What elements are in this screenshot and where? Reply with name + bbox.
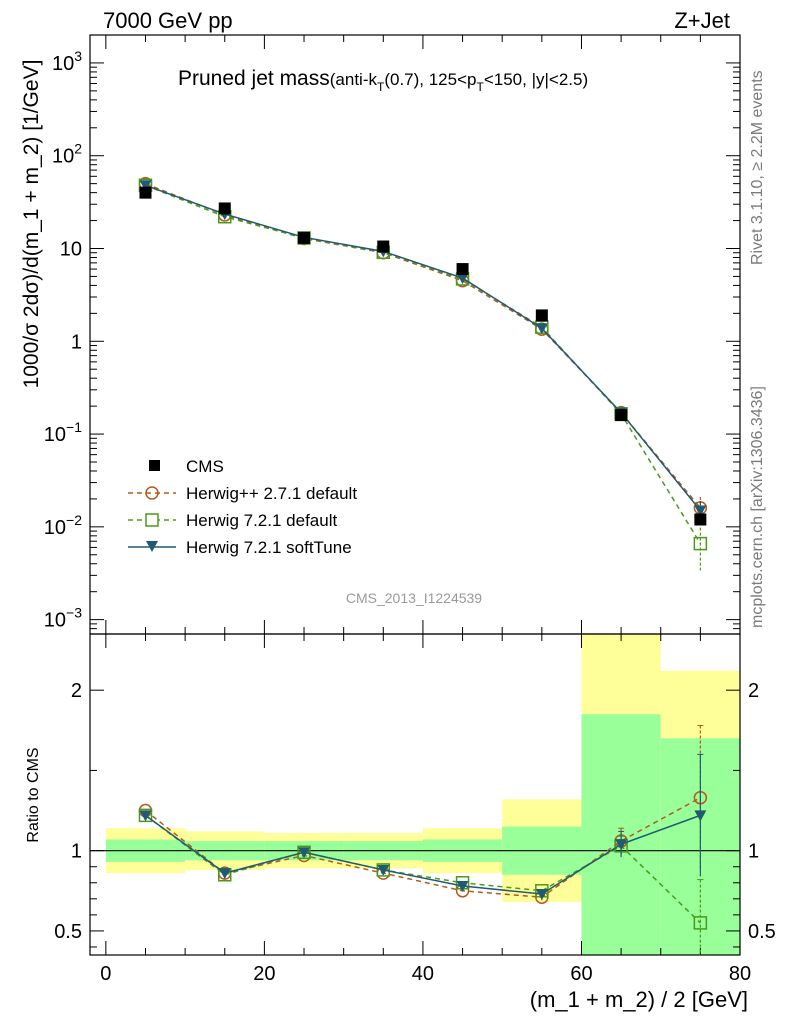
main-ytick-label-exp: −1 (66, 419, 82, 435)
analysis-watermark: CMS_2013_I1224539 (346, 590, 482, 606)
ratio-series (138, 724, 708, 955)
main-ytick-label-base: 1 (71, 331, 82, 353)
ratio-point-2-6 (615, 839, 628, 851)
main-ytick-label: 103 (52, 48, 82, 75)
ratio-point-2-2 (298, 847, 311, 859)
main-ytick-label-base: 10 (44, 424, 66, 446)
title-sub-t2: T (476, 80, 484, 94)
main-point-3-0 (139, 180, 152, 192)
side-label-mcplots: mcplots.cern.ch [arXiv:1306.3436] (749, 386, 766, 628)
main-series (138, 176, 708, 571)
main-point-3-4 (456, 273, 469, 285)
main-ytick-label-exp: −3 (66, 605, 82, 621)
main-ytick-label-base: 10 (52, 53, 74, 75)
main-ytick-label-base: 10 (52, 146, 74, 168)
ratio-point-2-3 (377, 864, 390, 876)
main-point-0-3 (377, 240, 390, 253)
ratio-xtick-label: 0 (100, 963, 111, 985)
main-point-3-5 (535, 323, 548, 335)
title-main: Pruned jet mass (178, 67, 330, 90)
ratio-series-line-0 (145, 797, 701, 898)
main-ytick-label-base: 10 (60, 238, 82, 260)
main-ytick-label-base: 10 (44, 610, 66, 632)
legend-label-herwigpp: Herwig++ 2.7.1 default (186, 484, 357, 503)
main-point-0-1 (218, 202, 231, 215)
main-ytick-label: 102 (52, 141, 82, 168)
legend-marker-herwig721 (145, 513, 159, 527)
main-ytick-label-exp: 2 (74, 141, 82, 157)
main-point-0-0 (139, 186, 152, 199)
title-sub-mid: (0.7), 125<p (384, 70, 476, 89)
title-sub-end: <150, |y|<2.5) (484, 70, 588, 89)
legend-item-cms: CMS (149, 457, 224, 476)
ratio-y-axis-label: Ratio to CMS (25, 747, 42, 842)
header-process: Z+Jet (674, 8, 730, 33)
side-label-rivet: Rivet 3.1.10, ≥ 2.2M events (749, 70, 766, 265)
ratio-frame (89, 633, 741, 956)
ratio-xtick-label: 80 (729, 963, 751, 985)
ratio-ytick-label-right: 2 (748, 680, 759, 702)
legend-label-herwig721: Herwig 7.2.1 default (186, 511, 337, 530)
ratio-xtick-label: 40 (412, 963, 434, 985)
ratio-xtick-label: 60 (570, 963, 592, 985)
legend-item-softtune: Herwig 7.2.1 softTune (128, 538, 352, 557)
main-ytick-label: 10−1 (44, 419, 82, 446)
legend: CMS Herwig++ 2.7.1 default Herwig 7.2.1 … (128, 457, 357, 557)
main-point-2-7 (693, 536, 708, 551)
ratio-point-1-7 (693, 916, 708, 930)
main-ytick-label-exp: 3 (74, 48, 82, 64)
main-point-0-4 (456, 263, 469, 276)
title-sub-prefix: (anti-k (330, 70, 378, 89)
ratio-ytick-label: 2 (71, 680, 82, 702)
legend-item-herwig721: Herwig 7.2.1 default (128, 511, 337, 530)
main-ytick-label: 10 (60, 238, 82, 260)
ratio-point-2-1 (218, 868, 231, 880)
legend-label-cms: CMS (186, 457, 224, 476)
legend-marker-cms (149, 460, 160, 471)
ratio-ytick-label: 0.5 (54, 921, 82, 943)
main-ytick-label-base: 10 (44, 517, 66, 539)
ratio-point-2-5 (535, 889, 548, 901)
ratio-ytick-label-right: 1 (748, 841, 759, 863)
ratio-axes: 0.5 0.51 12 20 20 40 60 80 (54, 633, 776, 985)
ratio-series-line-2 (145, 814, 701, 895)
main-point-0-6 (615, 409, 628, 422)
legend-label-softtune: Herwig 7.2.1 softTune (186, 538, 352, 557)
main-ytick-label: 10−2 (44, 512, 82, 539)
ratio-point-2-7 (694, 810, 707, 822)
ratio-xtick-label: 20 (253, 963, 275, 985)
x-axis-label: (m_1 + m_2) / 2 [GeV] (530, 987, 748, 1012)
header-energy: 7000 GeV pp (103, 8, 233, 33)
main-point-3-7 (694, 505, 707, 517)
title-sub-t1: T (377, 80, 385, 94)
ratio-point-2-4 (456, 880, 469, 892)
ratio-point-2-0 (139, 810, 152, 822)
main-ytick-label: 10−3 (44, 605, 82, 632)
main-ytick-label: 1 (71, 331, 82, 353)
main-series-line-1 (145, 182, 701, 509)
main-point-0-2 (298, 231, 311, 244)
main-series-line-3 (145, 184, 701, 511)
legend-marker-herwigpp (145, 486, 159, 500)
main-ytick-label-exp: −2 (66, 512, 82, 528)
ratio-ytick-label-right: 0.5 (748, 921, 776, 943)
main-y-axis-label: 1000/σ 2dσ)/d(m_1 + m_2) [1/GeV] (20, 60, 43, 389)
legend-item-herwigpp: Herwig++ 2.7.1 default (128, 484, 357, 503)
main-point-0-7 (694, 513, 707, 526)
ratio-uncertainty-bands (105, 634, 740, 955)
plot-title: Pruned jet mass(anti-kT(0.7), 125<pT<150… (178, 67, 588, 94)
main-point-0-5 (535, 309, 548, 322)
ratio-ytick-label: 1 (71, 841, 82, 863)
legend-marker-softtune (146, 541, 158, 552)
